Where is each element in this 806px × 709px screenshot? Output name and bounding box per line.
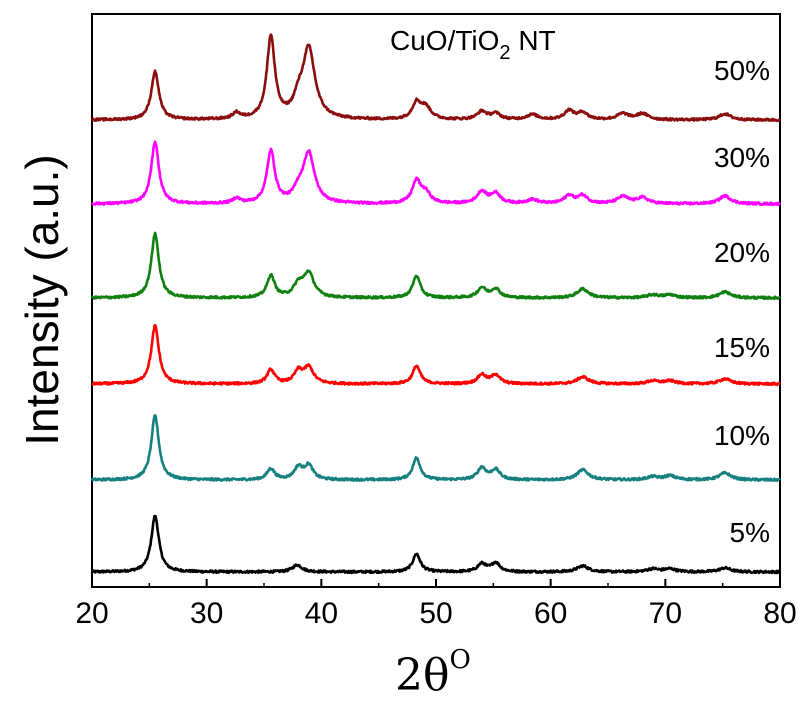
x-tick-label: 50: [419, 597, 452, 630]
x-axis-ticks: 20 30 40 50 60 70 80: [75, 579, 797, 630]
x-tick-label: 40: [305, 597, 338, 630]
x-tick-label: 70: [649, 597, 682, 630]
series-layer: 5% 10% 15% 20% 30% 50%: [90, 33, 782, 575]
plot-frame: [91, 13, 781, 588]
series-line-20pct: [90, 231, 781, 301]
series-line-10pct: [90, 414, 782, 483]
series-line-5pct: [90, 514, 781, 575]
x-tick-label: 30: [190, 597, 223, 630]
chart-annotation: CuO/TiO2 NT: [390, 25, 556, 64]
series-label: 5%: [730, 517, 770, 548]
series-label: 50%: [714, 55, 770, 86]
x-tick-label: 80: [763, 597, 796, 630]
series-label: 15%: [714, 332, 770, 363]
series-line-50pct: [91, 33, 781, 123]
series-line-15pct: [91, 323, 781, 387]
x-axis-title: 2θO: [395, 645, 471, 701]
series-label: 20%: [714, 237, 770, 268]
series-label: 10%: [714, 420, 770, 451]
series-line-30pct: [91, 140, 782, 207]
y-axis-title: Intensity (a.u.): [16, 154, 68, 445]
x-tick-label: 20: [75, 597, 108, 630]
x-tick-label: 60: [534, 597, 567, 630]
series-label: 30%: [714, 142, 770, 173]
